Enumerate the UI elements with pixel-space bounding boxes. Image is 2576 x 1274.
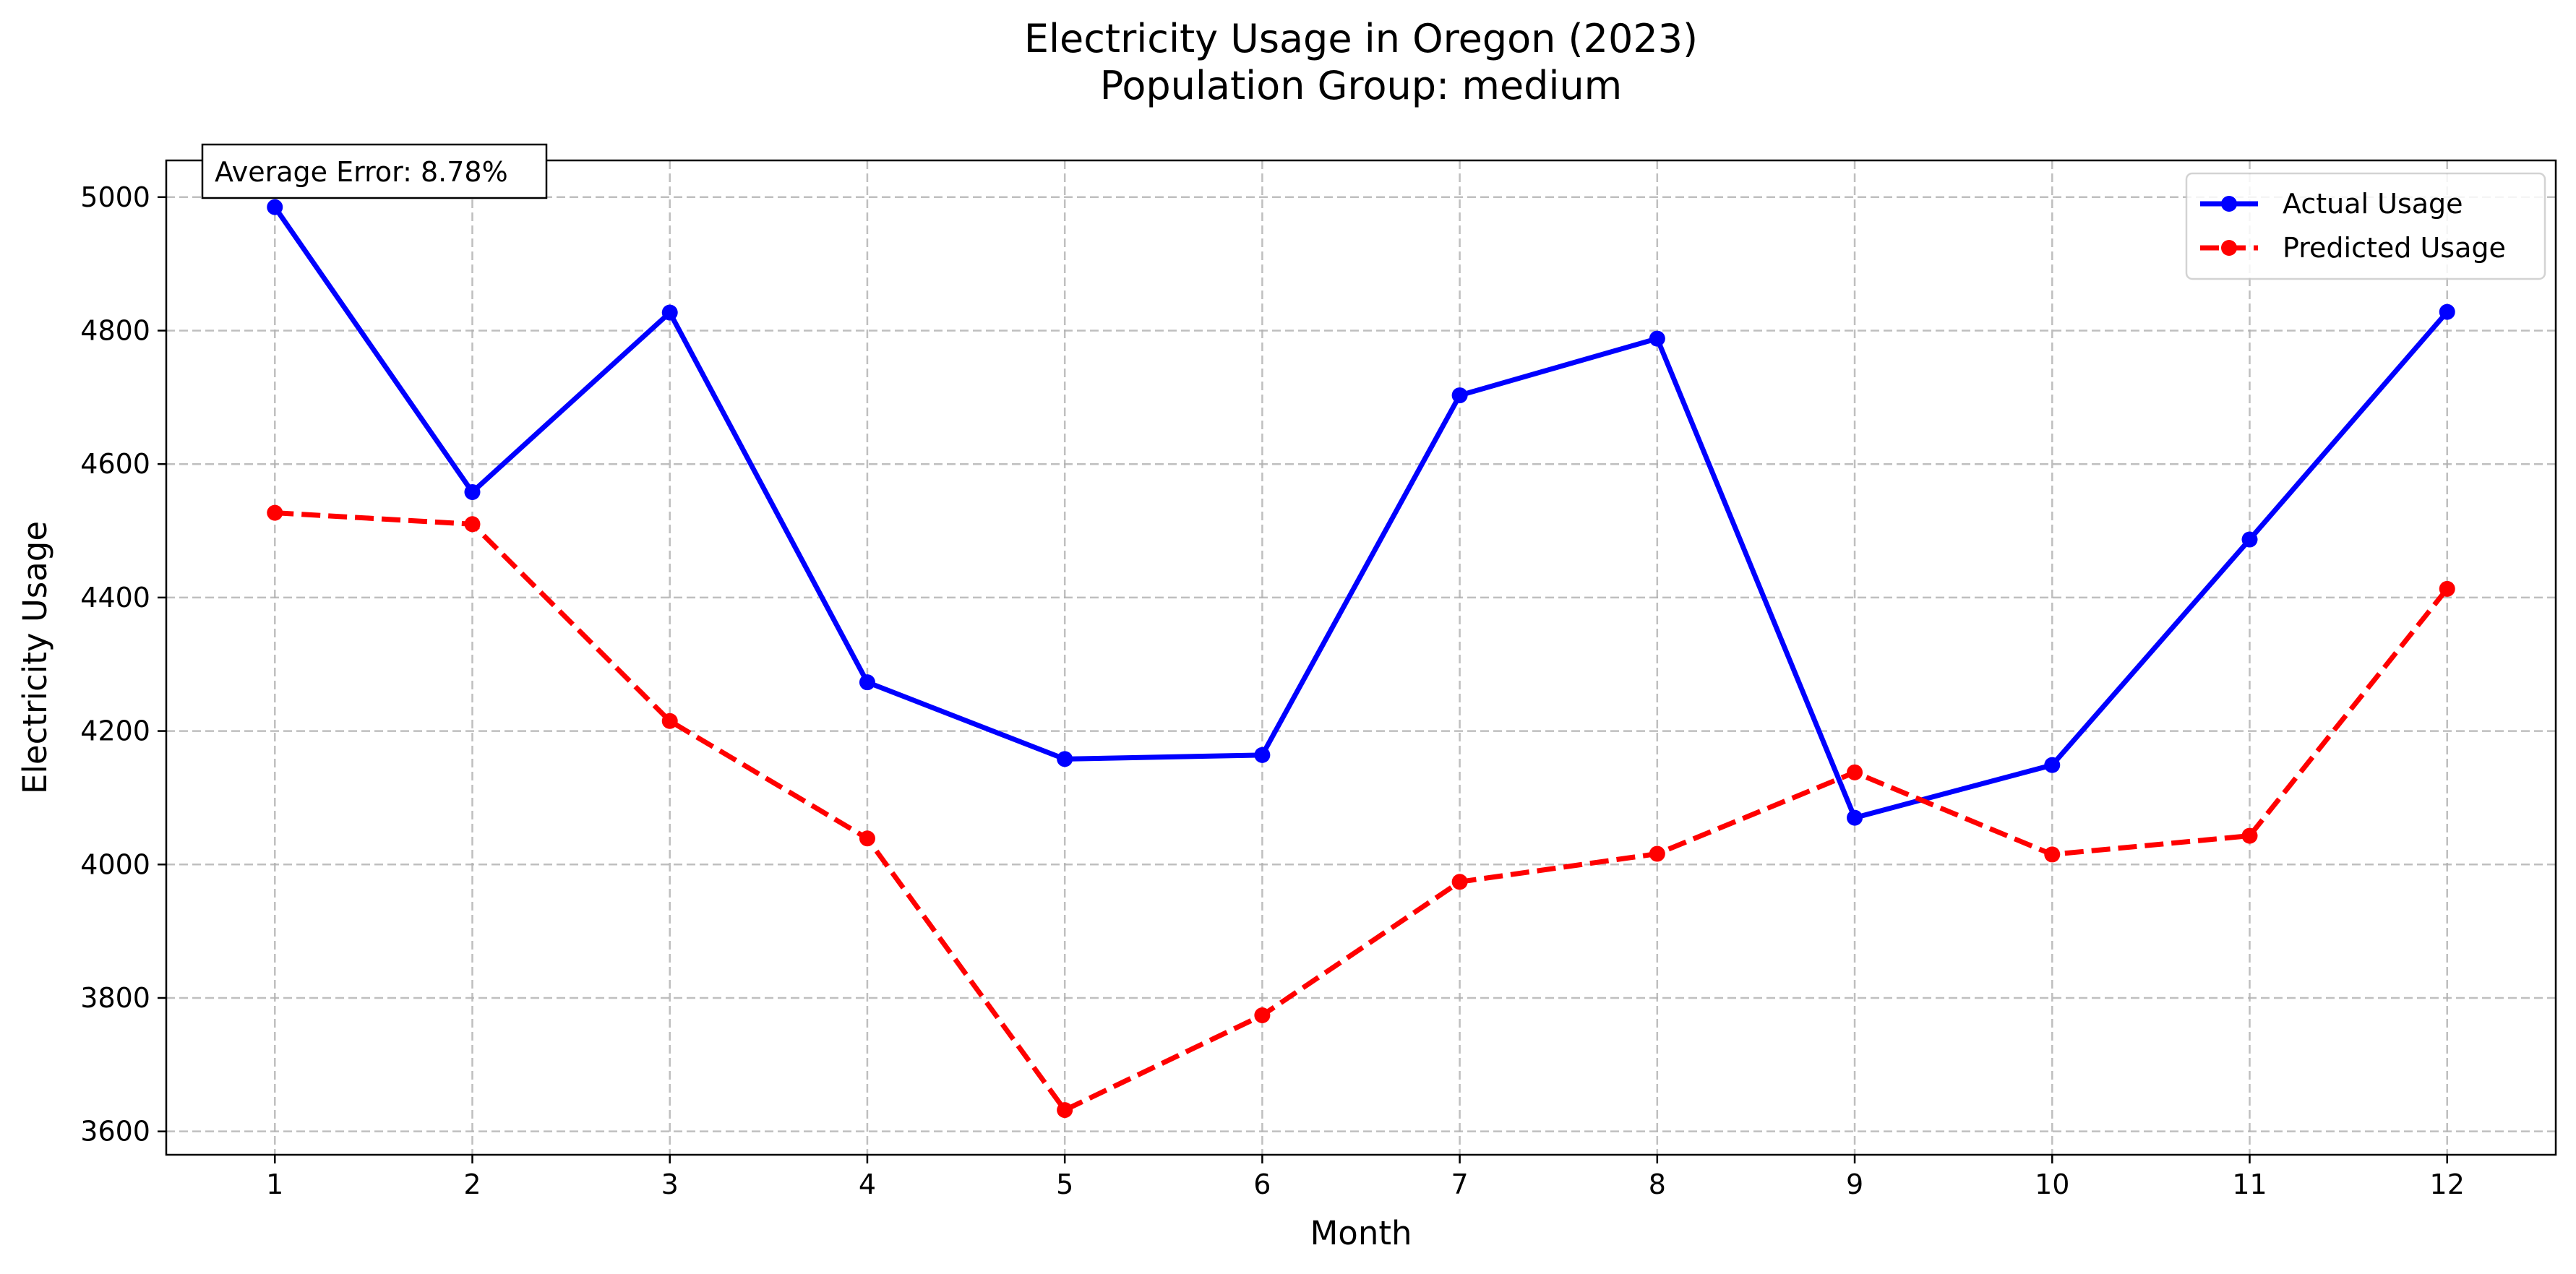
- legend-marker-actual: [2221, 196, 2237, 212]
- data-point-predicted: [2044, 846, 2061, 863]
- y-tick-label: 4600: [80, 448, 150, 480]
- average-error-annotation: Average Error: 8.78%: [201, 143, 548, 199]
- annotation-text: Average Error: 8.78%: [215, 156, 508, 188]
- data-point-actual: [1649, 330, 1665, 347]
- x-tick-label: 9: [1846, 1168, 1863, 1200]
- data-point-actual: [859, 674, 875, 691]
- y-tick-label: 5000: [80, 181, 150, 213]
- data-point-predicted: [1451, 874, 1468, 890]
- legend: Actual Usage Predicted Usage: [2185, 172, 2546, 280]
- y-axis-label: Electricity Usage: [16, 521, 54, 794]
- y-axis-ticks: 3600 3800 4000 4200 4400 4600 4800 5000: [80, 181, 166, 1148]
- y-tick-label: 3600: [80, 1116, 150, 1148]
- data-point-predicted: [267, 504, 283, 521]
- x-axis-ticks: 1 2 3 4 5 6 7 8 9 10 11 12: [266, 1155, 2465, 1200]
- data-point-actual: [1847, 809, 1863, 826]
- x-axis-label: Month: [1310, 1214, 1412, 1252]
- legend-box: [2185, 172, 2546, 280]
- series-line-predicted: [275, 510, 2450, 1113]
- x-tick-label: 5: [1056, 1168, 1073, 1200]
- y-tick-label: 4400: [80, 582, 150, 614]
- y-tick-label: 4800: [80, 314, 150, 346]
- data-point-predicted: [2241, 827, 2258, 844]
- x-tick-label: 6: [1253, 1168, 1271, 1200]
- x-tick-label: 2: [463, 1168, 481, 1200]
- series-group: [267, 199, 2455, 1119]
- data-point-predicted: [1847, 764, 1863, 780]
- legend-item-actual: Actual Usage: [2200, 188, 2463, 220]
- chart-subtitle: Population Group: medium: [1100, 63, 1623, 108]
- plot-area-frame: [165, 159, 2557, 1156]
- x-tick-label: 7: [1451, 1168, 1469, 1200]
- data-point-actual: [2044, 757, 2061, 773]
- x-tick-label: 3: [661, 1168, 679, 1200]
- x-tick-label: 4: [859, 1168, 876, 1200]
- data-point-predicted: [661, 713, 678, 729]
- data-point-actual: [2439, 304, 2455, 320]
- data-point-predicted: [859, 830, 875, 847]
- data-point-predicted: [1057, 1102, 1073, 1119]
- y-tick-label: 4000: [80, 848, 150, 880]
- data-point-actual: [464, 483, 481, 500]
- legend-label-actual: Actual Usage: [2283, 188, 2463, 220]
- x-tick-label: 12: [2430, 1168, 2465, 1200]
- x-tick-label: 10: [2035, 1168, 2069, 1200]
- data-point-predicted: [1649, 845, 1665, 862]
- data-point-predicted: [2439, 580, 2455, 597]
- annotation-box: [201, 143, 548, 199]
- legend-item-predicted: Predicted Usage: [2200, 232, 2506, 264]
- data-point-actual: [1451, 387, 1468, 404]
- chart-title: Electricity Usage in Oregon (2023): [1024, 16, 1698, 61]
- x-tick-label: 1: [266, 1168, 283, 1200]
- data-point-actual: [1254, 746, 1271, 763]
- grid: [166, 160, 2556, 1155]
- data-point-actual: [1057, 751, 1073, 767]
- series-line-actual: [272, 205, 2450, 821]
- y-tick-label: 3800: [80, 982, 150, 1014]
- x-tick-label: 8: [1649, 1168, 1666, 1200]
- y-tick-label: 4200: [80, 715, 150, 747]
- x-tick-label: 11: [2232, 1168, 2267, 1200]
- data-point-actual: [2241, 531, 2258, 548]
- data-point-predicted: [1254, 1007, 1271, 1023]
- data-point-predicted: [464, 516, 481, 533]
- data-point-actual: [661, 304, 678, 321]
- legend-marker-predicted: [2221, 240, 2237, 256]
- legend-label-predicted: Predicted Usage: [2283, 232, 2506, 264]
- data-point-actual: [267, 199, 283, 215]
